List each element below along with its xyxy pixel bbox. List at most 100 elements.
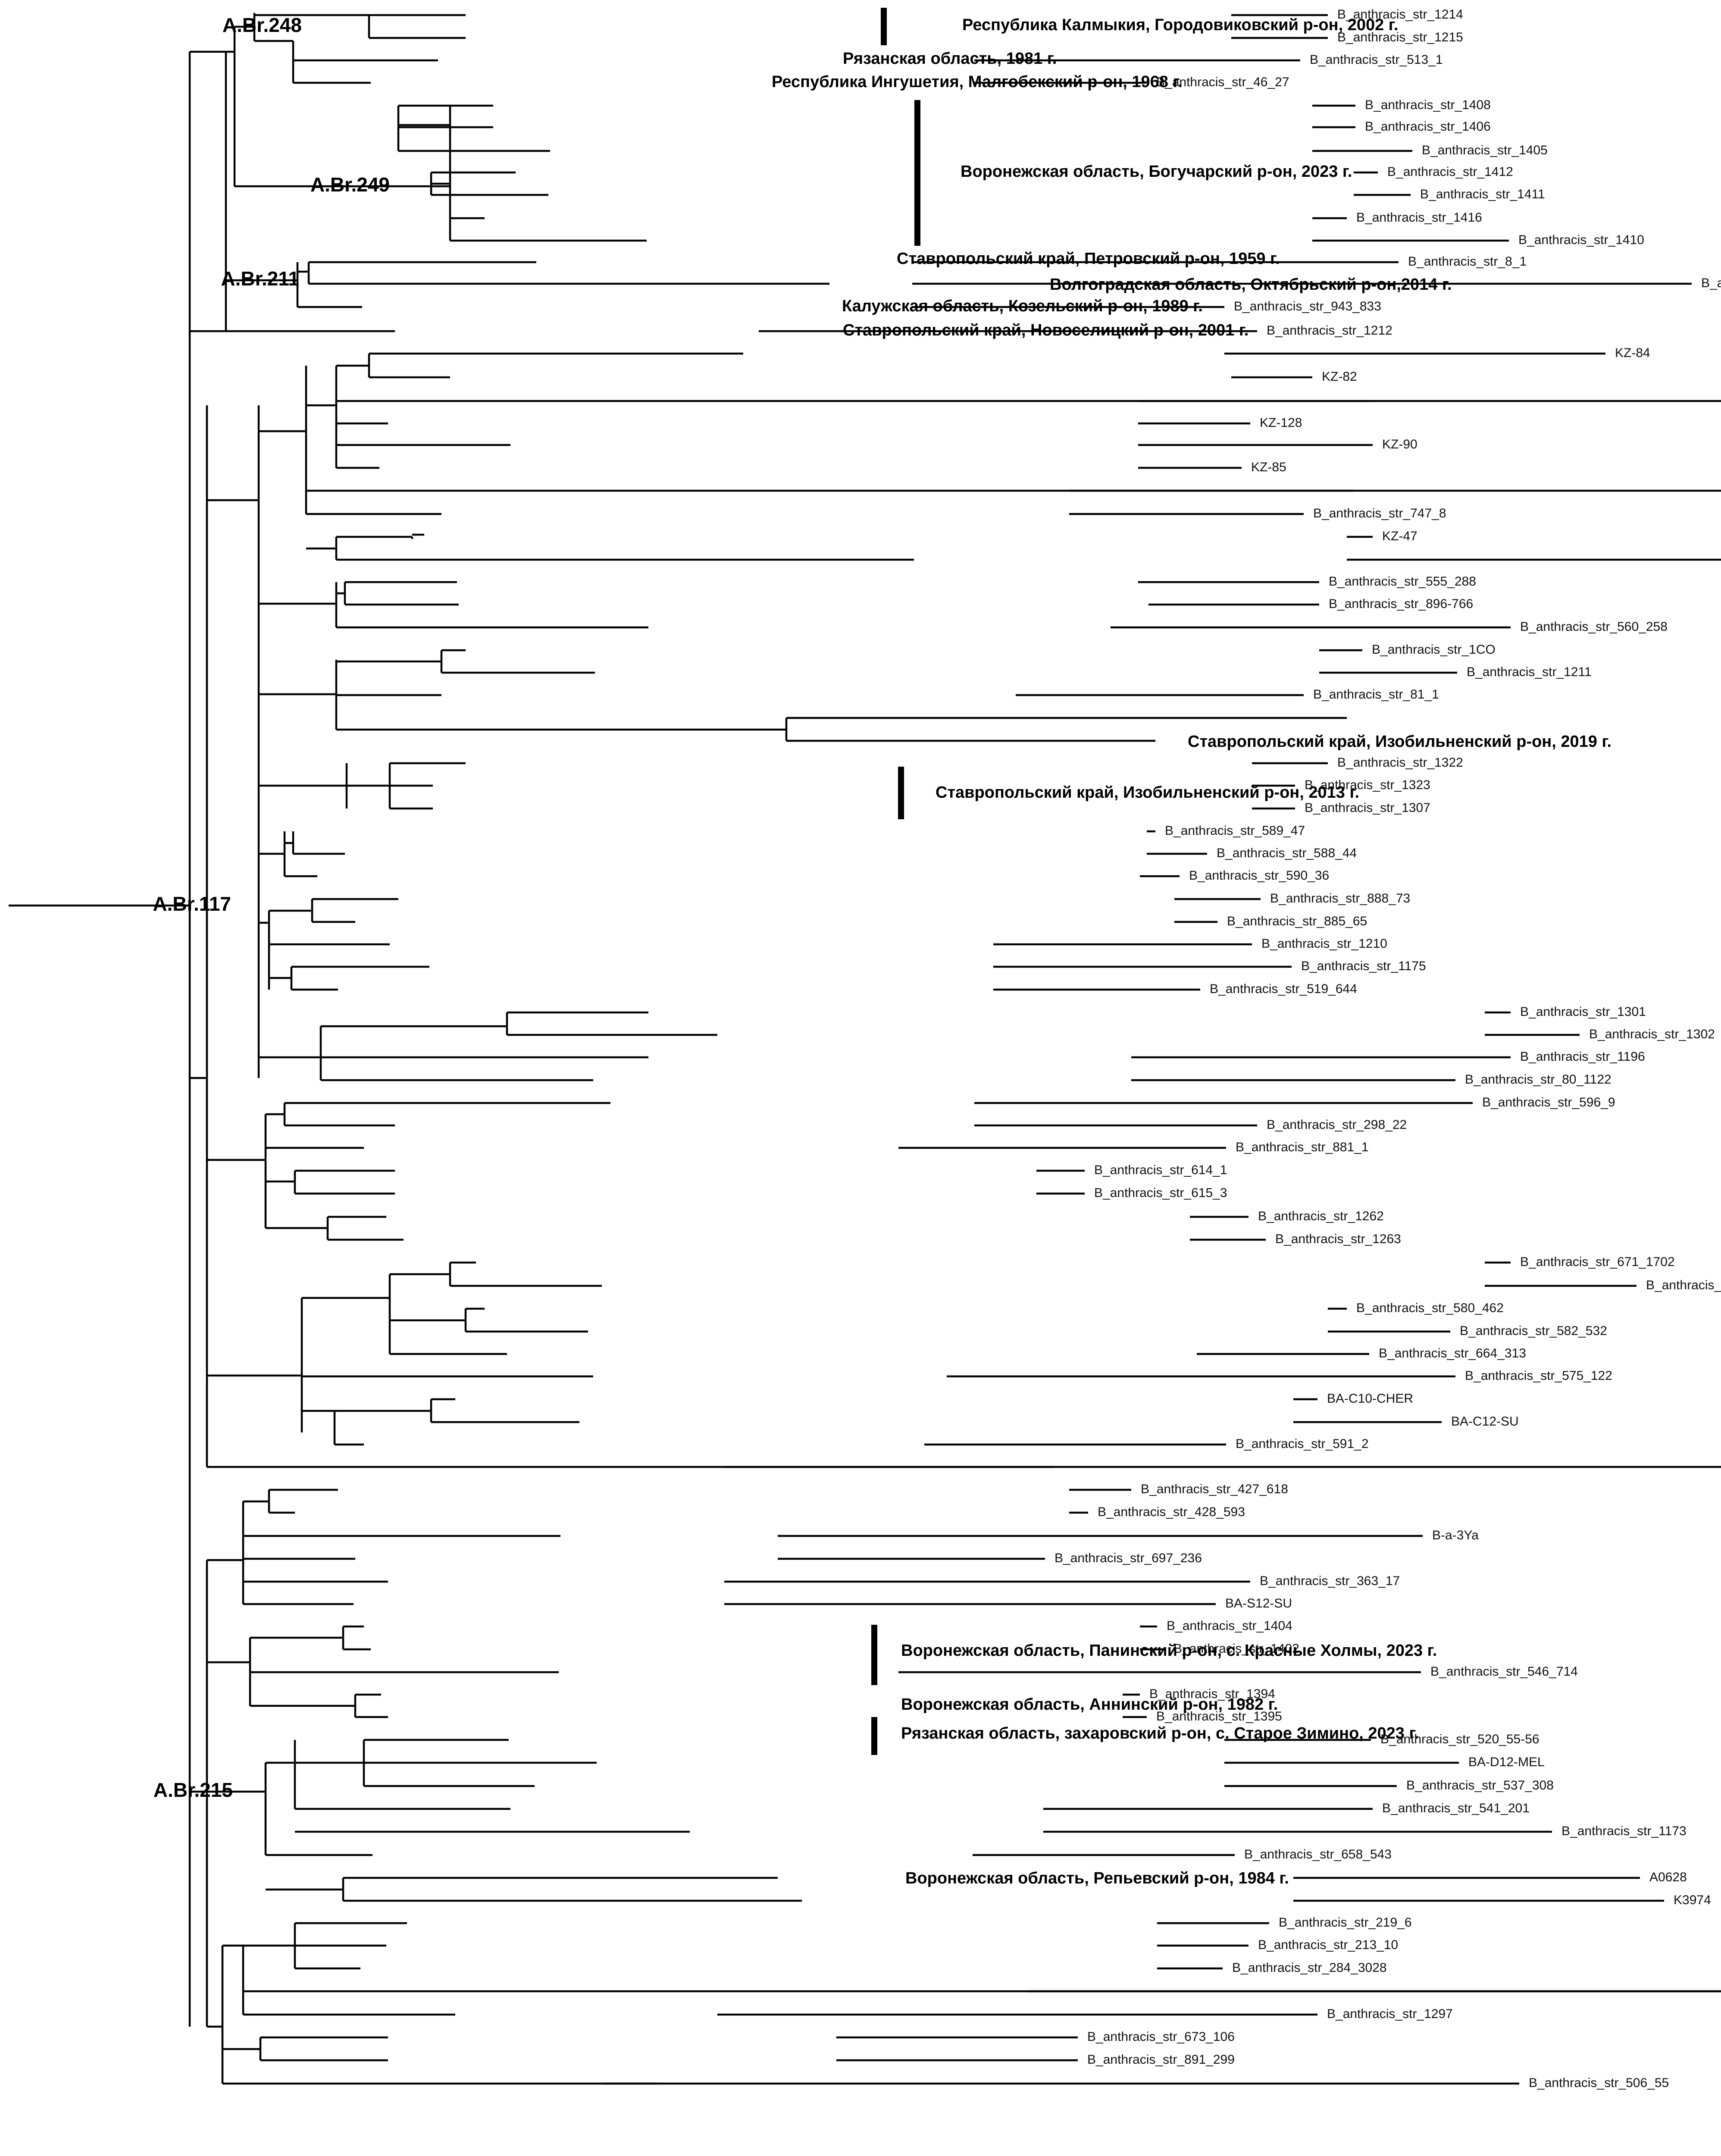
leaf-labels-group: B_anthracis_str_1214 B_anthracis_str_1215… bbox=[1055, 7, 1721, 2090]
leaf-label: B_anthracis_str_1395 bbox=[1156, 1709, 1282, 1724]
clade-label-a-br-211: A.Br.211 bbox=[221, 267, 299, 290]
anno-voronezh-boguchar: Воронежская область, Богучарский р-он, 2… bbox=[961, 163, 1352, 181]
leaf-label: B_anthracis_str_589_47 bbox=[1165, 824, 1305, 838]
anno-stavropol-novoselitsky: Ставропольский край, Новоселицкий р-он, … bbox=[843, 321, 1249, 339]
leaf-label: B_anthracis_str_1411 bbox=[1420, 187, 1545, 201]
anno-voronezh-repyevsky: Воронежская область, Репьевский р-он, 19… bbox=[905, 1869, 1289, 1887]
leaf-label: B_anthracis_str_1297 bbox=[1327, 2007, 1453, 2021]
clade-label-a-br-249: A.Br.249 bbox=[310, 173, 390, 196]
leaf-label: B-a-3Ya bbox=[1432, 1528, 1479, 1542]
leaf-label: BA-D12-MEL bbox=[1468, 1755, 1545, 1769]
leaf-label: B_anthracis_str_1307 bbox=[1305, 801, 1430, 815]
leaf-label: B_anthracis_str_1405 bbox=[1422, 143, 1548, 157]
leaf-label: B_anthracis_str_1196 bbox=[1520, 1050, 1645, 1064]
leaf-label: B_anthracis_str_1302 bbox=[1589, 1027, 1715, 1041]
leaf-label: B_anthracis_str_1173 bbox=[1561, 1824, 1687, 1838]
leaf-label: B_anthracis_str_560_258 bbox=[1520, 620, 1668, 634]
leaf-label: B_anthracis_str_1404 bbox=[1167, 1619, 1292, 1633]
leaf-label: KZ-84 bbox=[1615, 346, 1650, 360]
leaf-label: B_anthracis_str_81_1 bbox=[1313, 687, 1439, 702]
leaf-label: B_anthracis_str_506_55 bbox=[1529, 2076, 1669, 2090]
leaf-label: B_anthracis_str_1210 bbox=[1261, 937, 1387, 951]
leaf-label: A0628 bbox=[1649, 1870, 1687, 1884]
anno-ingushetia: Республика Ингушетия, Малгобекский р-он,… bbox=[772, 73, 1183, 91]
leaf-label: B_anthracis_str_1301 bbox=[1520, 1005, 1646, 1019]
anno-kaluga-kozelsky: Калужская область, Козельский р-он, 1989… bbox=[842, 297, 1203, 315]
leaf-label: B_anthracis_str_747_8 bbox=[1313, 506, 1446, 520]
leaf-label: B_anthracis_str_943_833 bbox=[1234, 299, 1381, 313]
clade-labels-group: A.Br.248 A.Br.249 A.Br.211 A.Br.117 A.Br.215 bbox=[153, 14, 390, 1801]
leaf-label: B_anthracis_str_284_3028 bbox=[1232, 1961, 1387, 1975]
leaf-label: B_anthracis_str_615_3 bbox=[1094, 1186, 1227, 1200]
leaf-label: B_anthracis_str_1CO bbox=[1372, 642, 1496, 657]
leaf-label: B_anthracis_str_1212 bbox=[1267, 323, 1392, 338]
leaf-label: B_anthracis_str_888_73 bbox=[1270, 891, 1410, 906]
leaf-label: B_anthracis_str_298_22 bbox=[1267, 1118, 1407, 1132]
leaf-label: B_anthracis_str_1214 bbox=[1337, 7, 1463, 22]
leaf-label: KZ-47 bbox=[1382, 529, 1417, 543]
leaf-label: B_anthracis_str_546_714 bbox=[1430, 1664, 1578, 1679]
leaf-label: B_anthracis_str_541_201 bbox=[1382, 1801, 1530, 1815]
leaf-label: B_anthracis_str_1323 bbox=[1305, 778, 1430, 792]
leaf-label: B_anthracis_str_513_1 bbox=[1310, 53, 1443, 67]
leaf-label: B_anthracis_str_577_205 bbox=[1646, 1278, 1721, 1292]
anno-stavropol-izobilnensky-2013: Ставропольский край, Изобильненский р-он… bbox=[936, 783, 1359, 802]
leaf-label: B_anthracis_str_1263 bbox=[1275, 1232, 1401, 1246]
annotation-bars-group bbox=[871, 8, 920, 1755]
leaf-label: B_anthracis_str_537_308 bbox=[1406, 1778, 1554, 1792]
leaf-label: B_anthracis_str_1402 bbox=[1173, 1642, 1299, 1656]
leaf-label: B_anthracis_str_213_10 bbox=[1258, 1938, 1398, 1952]
leaf-label: BA-C10-CHER bbox=[1327, 1391, 1413, 1406]
leaf-label: B_anthracis_str_1416 bbox=[1356, 210, 1482, 225]
leaf-label: B_anthracis_str_891_299 bbox=[1087, 2053, 1235, 2067]
leaf-label: B_anthracis_str_580_462 bbox=[1356, 1301, 1504, 1315]
leaf-label: B_anthracis_str_1408 bbox=[1365, 98, 1491, 112]
leaf-label: B_anthracis_str_1262 bbox=[1258, 1209, 1384, 1223]
leaf-label: B_anthracis_str_885_65 bbox=[1227, 914, 1367, 928]
leaf-label: KZ-128 bbox=[1260, 416, 1302, 430]
leaf-label: B_anthracis_str_219_6 bbox=[1279, 1915, 1412, 1930]
leaf-branch-ticks bbox=[604, 14, 1721, 2085]
leaf-label: KZ-82 bbox=[1322, 370, 1357, 384]
leaf-label: B_anthracis_str_363_17 bbox=[1260, 1574, 1400, 1588]
leaf-label: BA-C12-SU bbox=[1451, 1414, 1519, 1429]
leaf-label: B_anthracis_str_671_1702 bbox=[1520, 1255, 1675, 1269]
leaf-label: KZ-85 bbox=[1251, 460, 1286, 474]
leaf-label: B_anthracis_str_46_27 bbox=[1156, 75, 1289, 89]
leaf-label: B_anthracis_str_1410 bbox=[1518, 233, 1644, 247]
leaf-label: B_anthracis_str_80_1122 bbox=[1465, 1072, 1611, 1087]
leaf-label: B_anthracis_str_427_618 bbox=[1141, 1482, 1288, 1496]
leaf-label: B_anthracis_str_697_236 bbox=[1055, 1551, 1202, 1565]
leaf-label: KZ-90 bbox=[1382, 437, 1417, 451]
annotation-labels-group: Республика Калмыкия, Городовиковский р-о… bbox=[772, 16, 1611, 1887]
anno-ryazan-1981: Рязанская область, 1981 г. bbox=[843, 50, 1057, 68]
leaf-label: B_anthracis_str_1412 bbox=[1387, 165, 1513, 179]
leaf-label: B_anthracis_str_614_1 bbox=[1094, 1163, 1227, 1177]
leaf-label: B_anthracis_str_664_313 bbox=[1379, 1346, 1526, 1360]
anno-kalmykia: Республика Калмыкия, Городовиковский р-о… bbox=[962, 16, 1398, 34]
leaf-label: B_anthracis_str_519_644 bbox=[1210, 982, 1357, 996]
anno-stavropol-petrovsky: Ставропольский край, Петровский р-он, 19… bbox=[897, 250, 1280, 268]
leaf-label: K3974 bbox=[1674, 1893, 1711, 1907]
leaf-label: B_anthracis_str_1211 bbox=[1467, 665, 1592, 679]
leaf-label: B_anthracis_str_588_44 bbox=[1217, 846, 1357, 860]
leaf-label: B_anthracis_str_1406 bbox=[1365, 119, 1491, 134]
tree-branches bbox=[9, 13, 1721, 2085]
leaf-label: B_anthracis_str_896-766 bbox=[1329, 597, 1473, 611]
clade-label-a-br-248: A.Br.248 bbox=[222, 14, 302, 36]
anno-voronezh-paninsky: Воронежская область, Панинский р-он, с. … bbox=[901, 1642, 1437, 1660]
leaf-label: B_anthracis_str_1322 bbox=[1337, 755, 1463, 770]
leaf-label: BA-S12-SU bbox=[1225, 1596, 1292, 1611]
leaf-label: B_anthracis_str_520_55-56 bbox=[1380, 1732, 1540, 1746]
leaf-label: B_anthracis_str_555_288 bbox=[1329, 574, 1476, 589]
clade-label-a-br-215: A.Br.215 bbox=[153, 1779, 233, 1801]
anno-volgograd-oktyabrsky: Волгоградская область, Октябрьский р-он,… bbox=[1050, 276, 1452, 294]
leaf-label: B_anthracis_str_1215 bbox=[1337, 30, 1463, 44]
leaf-label: B_anthracis_str_428_593 bbox=[1098, 1505, 1245, 1519]
clade-label-a-br-117: A.Br.117 bbox=[153, 893, 231, 915]
leaf-label: B_anthracis_str_590_36 bbox=[1189, 868, 1329, 883]
leaf-label: B_anthracis_str_881_1 bbox=[1236, 1140, 1369, 1154]
leaf-label: B_anthracis_str_1394 bbox=[1149, 1687, 1275, 1701]
